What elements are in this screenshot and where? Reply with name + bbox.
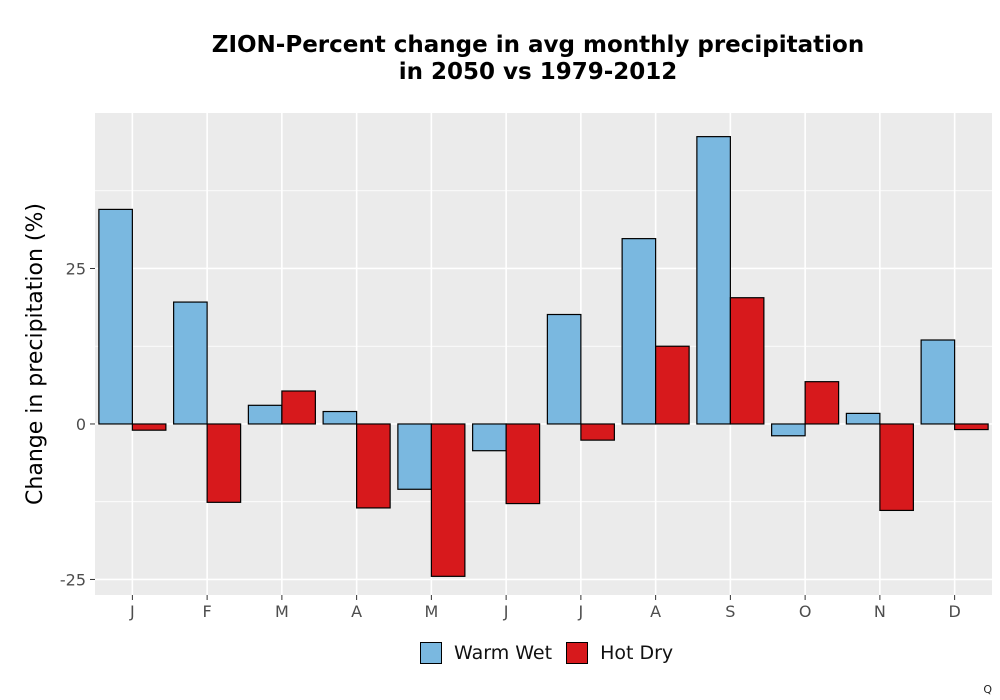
bar-warm-wet-7 [621, 238, 657, 425]
bar-hot-dry-11 [954, 423, 989, 431]
legend: Warm Wet Hot Dry [420, 642, 687, 664]
bar-hot-dry-3 [356, 423, 391, 509]
chart-title-line2: in 2050 vs 1979-2012 [398, 59, 678, 85]
bar-hot-dry-4 [430, 423, 466, 577]
x-tick-label: A [650, 602, 661, 621]
bar-hot-dry-2 [281, 390, 316, 425]
legend-label-warm-wet: Warm Wet [454, 642, 553, 664]
bar-warm-wet-6 [546, 313, 582, 425]
legend-key-warm-wet [420, 642, 442, 664]
x-tick-label: S [725, 602, 735, 621]
legend-key-hot-dry [566, 642, 589, 664]
bar-hot-dry-7 [655, 345, 690, 425]
bar-warm-wet-3 [322, 410, 358, 425]
chart-title: ZION-Percent change in avg monthly preci… [88, 32, 988, 86]
bar-warm-wet-2 [247, 404, 283, 425]
bar-hot-dry-10 [879, 423, 914, 512]
bar-hot-dry-0 [131, 423, 167, 431]
chart-title-line1: ZION-Percent change in avg monthly preci… [211, 32, 865, 58]
y-tick-label: 25 [66, 259, 86, 278]
x-tick-label: J [503, 602, 509, 621]
bar-hot-dry-8 [729, 297, 765, 425]
bar-warm-wet-11 [920, 339, 956, 425]
x-tick-label: F [203, 602, 212, 621]
bar-hot-dry-5 [505, 423, 541, 505]
plot-panel [95, 113, 992, 595]
corner-mark: Q [983, 683, 992, 696]
x-tick-label: M [275, 602, 289, 621]
bar-warm-wet-9 [771, 423, 806, 437]
bar-warm-wet-5 [472, 423, 507, 452]
bar-hot-dry-1 [206, 423, 242, 503]
legend-label-hot-dry: Hot Dry [600, 642, 674, 664]
bar-hot-dry-9 [804, 381, 840, 425]
bar-warm-wet-10 [845, 412, 881, 425]
x-tick-label: O [799, 602, 812, 621]
x-tick-label: A [351, 602, 362, 621]
x-tick-label: J [578, 602, 584, 621]
bar-warm-wet-8 [696, 136, 731, 425]
bar-warm-wet-0 [98, 208, 133, 425]
x-tick-label: D [948, 602, 960, 621]
x-tick-label: N [874, 602, 886, 621]
y-tick-label: -25 [60, 570, 86, 589]
x-tick-label: M [424, 602, 438, 621]
x-tick-label: J [129, 602, 135, 621]
bar-hot-dry-6 [580, 423, 615, 441]
y-tick-label: 0 [76, 415, 86, 434]
bar-warm-wet-4 [397, 423, 432, 490]
bar-warm-wet-1 [173, 301, 208, 425]
y-axis-title: Change in precipitation (%) [23, 203, 48, 505]
